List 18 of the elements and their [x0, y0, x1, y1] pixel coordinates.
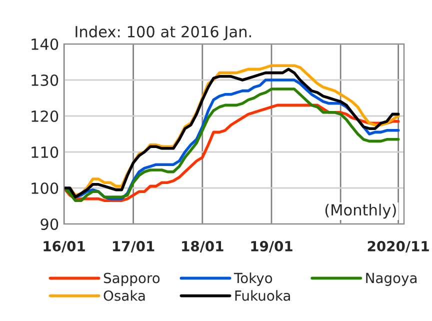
- legend-label: Tokyo: [234, 272, 272, 286]
- y-tick-label: 130: [32, 74, 58, 86]
- legend-label: Fukuoka: [235, 290, 290, 301]
- text: Index: 100 at 2016 Jan.: [76, 26, 251, 40]
- x-tick-label: 19/01: [251, 240, 292, 253]
- y-tick-label: 140: [32, 38, 58, 50]
- legend-label: Nagoya: [366, 272, 417, 286]
- x-tick-label: 17/01: [112, 240, 154, 253]
- annotation: (Monthly): [325, 204, 396, 219]
- y-tick-label: 110: [32, 146, 58, 158]
- y-tick-label: 100: [32, 182, 58, 194]
- y-tick-label: 90: [40, 218, 58, 230]
- x-tick-label: 2020/11: [368, 240, 429, 253]
- x-tick-label: 16/01: [44, 240, 85, 253]
- legend-label: Sapporo: [104, 272, 160, 286]
- x-tick-label: 18/01: [182, 240, 224, 253]
- y-tick-label: 120: [32, 110, 58, 122]
- legend-label: Osaka: [104, 290, 145, 301]
